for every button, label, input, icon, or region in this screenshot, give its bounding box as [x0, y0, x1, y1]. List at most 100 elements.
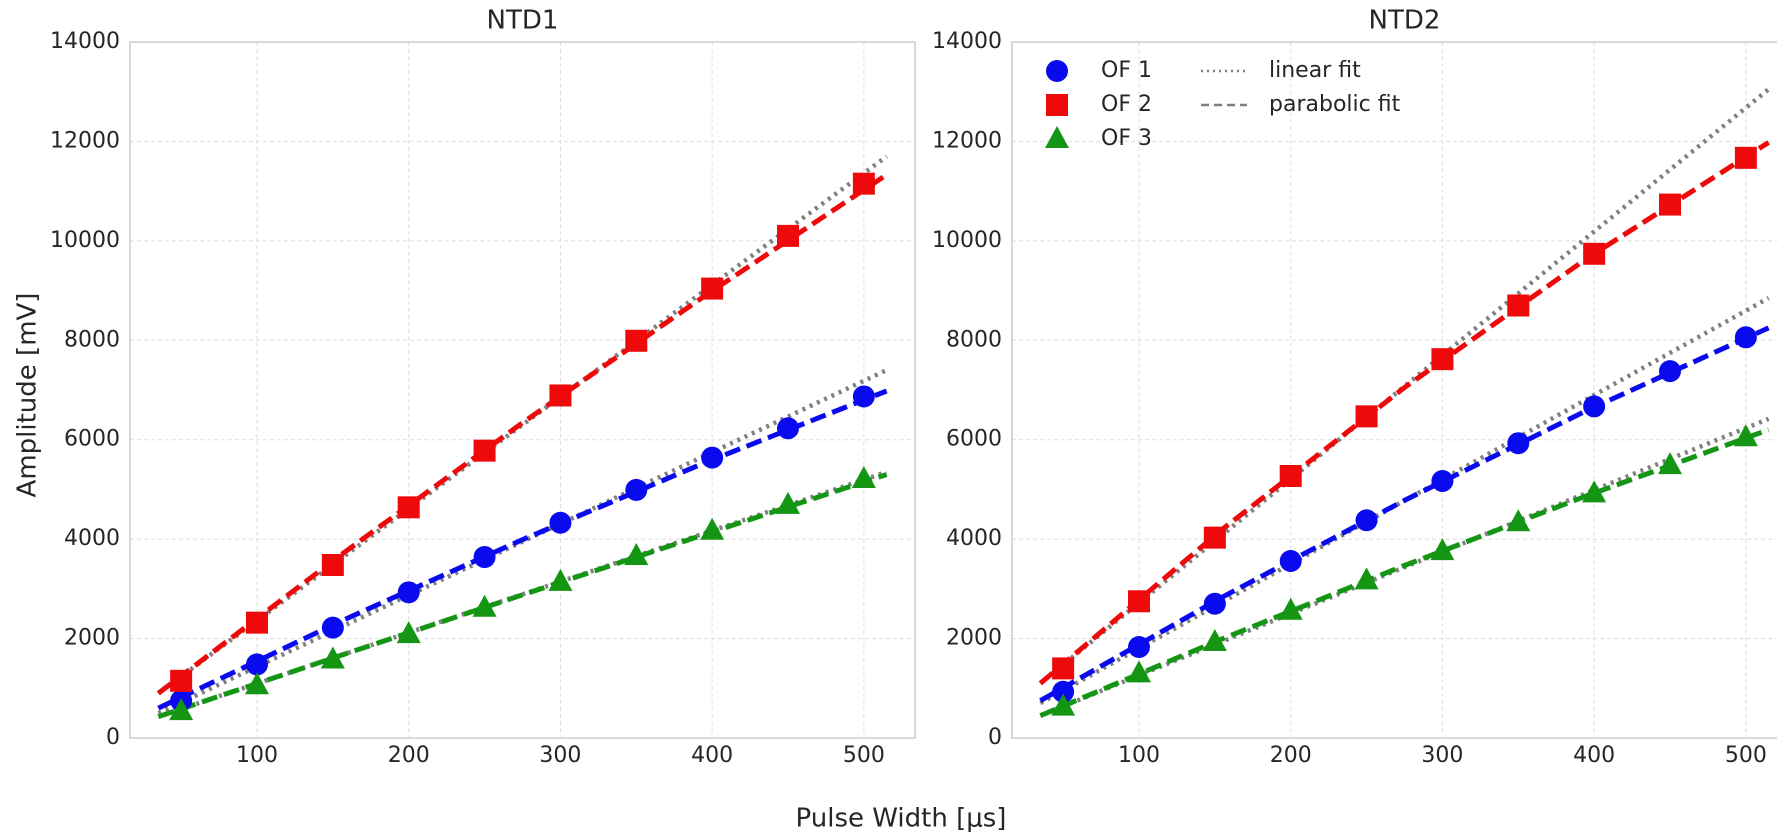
- marker: [776, 491, 801, 514]
- marker: [1734, 326, 1757, 349]
- y-tick-label: 12000: [932, 128, 1002, 153]
- linear-fit: [157, 154, 888, 696]
- marker: [851, 465, 876, 488]
- plot-frame: [1011, 41, 1777, 739]
- marker: [473, 439, 496, 462]
- marker: [1045, 126, 1069, 148]
- parabolic-fit: [156, 172, 889, 696]
- y-tick-label: 10000: [50, 228, 120, 253]
- y-tick-label: 0: [106, 725, 120, 750]
- marker: [1202, 629, 1227, 652]
- marker: [1658, 452, 1683, 475]
- x-tick-label: 500: [1725, 743, 1767, 768]
- marker: [777, 417, 800, 440]
- y-tick-label: 0: [988, 725, 1002, 750]
- marker: [244, 672, 269, 695]
- marker: [852, 385, 875, 408]
- x-tick-label: 400: [691, 743, 733, 768]
- marker: [1355, 405, 1378, 428]
- marker: [1203, 592, 1226, 615]
- marker: [245, 653, 268, 676]
- marker: [701, 277, 724, 300]
- marker: [1278, 597, 1303, 620]
- marker: [625, 478, 648, 501]
- marker: [1203, 526, 1226, 549]
- y-tick-label: 10000: [932, 228, 1002, 253]
- marker: [1659, 193, 1682, 216]
- marker: [1583, 242, 1606, 265]
- marker: [852, 172, 875, 195]
- x-tick-label: 100: [1118, 743, 1160, 768]
- marker: [1506, 509, 1531, 532]
- marker: [1126, 660, 1151, 683]
- marker: [472, 594, 497, 617]
- marker: [397, 581, 420, 604]
- marker: [777, 224, 800, 247]
- legend-label: OF 3: [1101, 126, 1152, 151]
- y-tick-label: 4000: [64, 526, 120, 551]
- marker: [1430, 538, 1455, 561]
- marker: [1733, 424, 1758, 447]
- marker: [396, 621, 421, 644]
- marker: [1052, 680, 1075, 703]
- marker: [1046, 94, 1068, 116]
- chart-title: NTD2: [1369, 6, 1441, 36]
- marker: [1279, 550, 1302, 573]
- marker: [1583, 395, 1606, 418]
- parabolic-fit: [1039, 427, 1770, 718]
- marker: [548, 568, 573, 591]
- marker: [1127, 590, 1150, 613]
- y-tick-label: 2000: [946, 626, 1002, 651]
- y-tick-label: 6000: [64, 427, 120, 452]
- x-tick-label: 300: [1421, 743, 1463, 768]
- marker: [321, 616, 344, 639]
- parabolic-fit: [1039, 325, 1770, 703]
- marker: [397, 496, 420, 519]
- marker: [170, 669, 193, 692]
- y-axis-label: Amplitude [mV]: [13, 293, 43, 498]
- x-tick-label: 400: [1573, 743, 1615, 768]
- x-axis-label: Pulse Width [μs]: [796, 804, 1007, 834]
- x-tick-label: 500: [843, 743, 885, 768]
- marker: [169, 698, 194, 721]
- marker: [245, 611, 268, 634]
- marker: [320, 646, 345, 669]
- marker: [701, 446, 724, 469]
- marker: [1051, 693, 1076, 716]
- marker: [625, 329, 648, 352]
- x-tick-label: 200: [1270, 743, 1312, 768]
- marker: [549, 511, 572, 534]
- y-tick-label: 8000: [946, 327, 1002, 352]
- legend-label: OF 2: [1101, 92, 1152, 117]
- parabolic-fit: [157, 388, 888, 711]
- marker: [700, 517, 725, 540]
- marker: [1431, 469, 1454, 492]
- marker: [1046, 60, 1068, 82]
- plot-frame: [129, 41, 916, 739]
- y-tick-label: 12000: [50, 128, 120, 153]
- marker: [1734, 146, 1757, 169]
- y-tick-label: 14000: [50, 29, 120, 54]
- marker: [1659, 360, 1682, 383]
- x-tick-label: 300: [539, 743, 581, 768]
- marker: [1507, 294, 1530, 317]
- x-tick-label: 100: [236, 743, 278, 768]
- marker: [1354, 567, 1379, 590]
- marker: [1279, 465, 1302, 488]
- y-tick-label: 8000: [64, 327, 120, 352]
- marker: [1052, 657, 1075, 680]
- y-tick-label: 2000: [64, 626, 120, 651]
- parabolic-fit: [1038, 140, 1770, 686]
- legend-label: linear fit: [1269, 58, 1361, 83]
- marker: [1127, 636, 1150, 659]
- marker: [1507, 432, 1530, 455]
- chart-title: NTD1: [487, 6, 559, 36]
- marker: [321, 553, 344, 576]
- marker: [1355, 509, 1378, 532]
- marker: [549, 384, 572, 407]
- x-tick-label: 200: [388, 743, 430, 768]
- marker: [1431, 348, 1454, 371]
- legend-label: OF 1: [1101, 58, 1152, 83]
